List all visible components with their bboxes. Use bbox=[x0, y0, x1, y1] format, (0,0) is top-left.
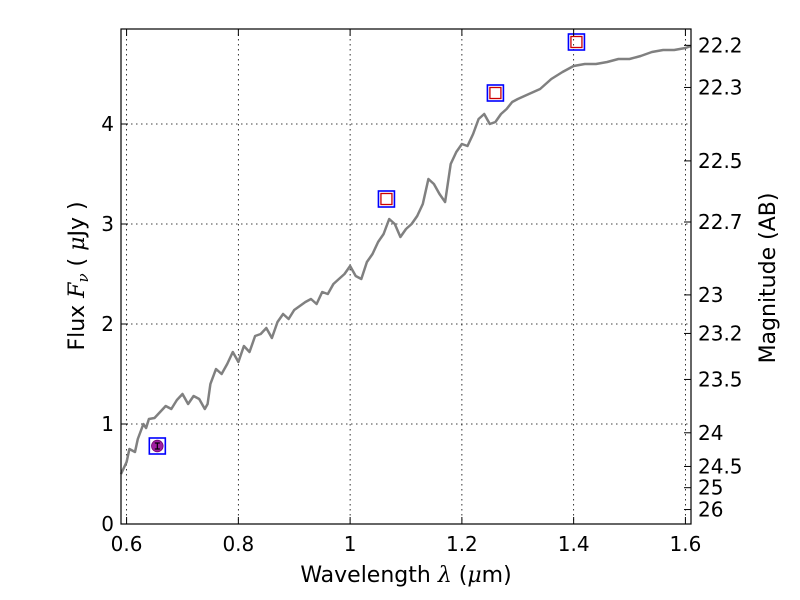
y-tick-label: 0 bbox=[101, 512, 114, 536]
y2-tick-label: 22.2 bbox=[698, 33, 743, 57]
photometry-point-inner bbox=[570, 35, 583, 49]
y2-tick-label: 24 bbox=[698, 421, 723, 445]
x-tick-label: 0.6 bbox=[111, 532, 143, 556]
photometry-point-inner bbox=[380, 192, 393, 206]
tick-labels: 0.6 0.8 1 1.2 1.4 1.60123422.222.322.522.7232… bbox=[101, 33, 742, 556]
photometry-point-outer bbox=[148, 437, 167, 455]
y2-axis-label: Magnitude (AB) bbox=[756, 193, 781, 364]
y-tick-label: 1 bbox=[101, 412, 114, 436]
x-tick-label: 1.6 bbox=[670, 532, 702, 556]
x-axis-label: Wavelength λ (μm) bbox=[300, 563, 511, 588]
y-tick-label: 2 bbox=[101, 312, 114, 336]
y2-tick-label: 22.5 bbox=[698, 149, 743, 173]
y2-tick-label: 22.7 bbox=[698, 210, 743, 234]
y2-tick-label: 25 bbox=[698, 476, 723, 500]
model-spectrum-line bbox=[119, 44, 692, 475]
y2-tick-label: 23.2 bbox=[698, 321, 743, 345]
y2-tick-label: 23.5 bbox=[698, 367, 743, 391]
y2-tick-label: 22.3 bbox=[698, 75, 743, 99]
y2-tick-label: 26 bbox=[698, 498, 723, 522]
photometry-point-outer bbox=[486, 84, 505, 102]
plot-frame bbox=[120, 28, 692, 525]
photometry-point-outer bbox=[567, 33, 586, 51]
x-tick-label: 1.4 bbox=[558, 532, 590, 556]
series-layer bbox=[119, 33, 692, 475]
axis-ticks bbox=[121, 29, 691, 525]
x-tick-label: 0.8 bbox=[222, 532, 254, 556]
photometry-point-inner bbox=[489, 86, 502, 100]
y-tick-label: 4 bbox=[101, 112, 114, 136]
x-tick-label: 1 bbox=[344, 532, 357, 556]
plot-background bbox=[121, 29, 691, 524]
y-axis-label: Flux Fν ( μJy ) bbox=[65, 201, 92, 350]
x-tick-label: 1.2 bbox=[446, 532, 478, 556]
y2-tick-label: 23 bbox=[698, 283, 723, 307]
photometry-point-outer bbox=[377, 190, 396, 208]
y-tick-label: 3 bbox=[101, 212, 114, 236]
y2-tick-label: 24.5 bbox=[698, 454, 743, 478]
